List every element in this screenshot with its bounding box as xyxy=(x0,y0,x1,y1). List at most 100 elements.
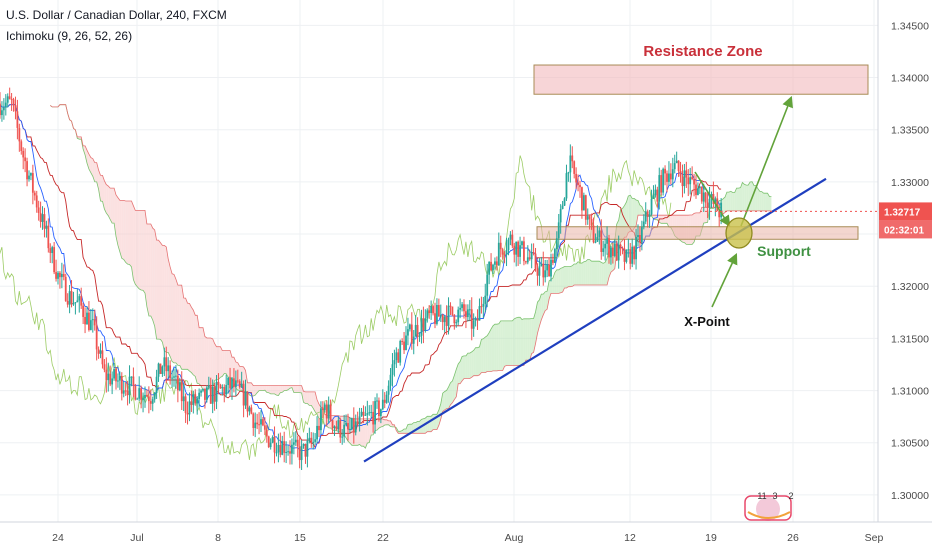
cloud-segment xyxy=(123,200,126,263)
cloud-segment xyxy=(313,391,316,412)
candle-body xyxy=(445,316,448,326)
candle-body xyxy=(209,385,212,404)
candle-body xyxy=(666,173,668,182)
cloud-segment xyxy=(224,350,227,374)
time-tick-label: 19 xyxy=(705,532,717,544)
cloud-segment xyxy=(512,318,515,366)
candle-body xyxy=(62,273,65,277)
candle-body xyxy=(439,314,442,317)
cloud-segment xyxy=(317,399,319,419)
candle-body xyxy=(613,243,616,256)
candle-body xyxy=(372,411,375,425)
candle-body xyxy=(171,377,173,379)
price-axis[interactable]: 1.345001.340001.335001.330001.325001.320… xyxy=(877,0,929,522)
cloud-segment xyxy=(365,418,368,449)
price-tick-label: 1.30000 xyxy=(891,490,929,502)
cloud-segment xyxy=(404,429,406,434)
cloud-segment xyxy=(199,327,202,386)
cloud-segment xyxy=(222,350,225,377)
candle-body xyxy=(654,189,657,196)
cloud-segment xyxy=(152,228,155,327)
tenkan-sen xyxy=(0,104,722,452)
candle-body xyxy=(619,244,622,249)
cloud-segment xyxy=(491,325,493,372)
candle-body xyxy=(706,202,709,208)
candle-body xyxy=(555,238,558,250)
candle-body xyxy=(430,306,433,314)
candle-body xyxy=(60,273,63,278)
candle-body xyxy=(59,272,61,278)
candle-body xyxy=(306,440,309,457)
cloud-segment xyxy=(510,320,513,366)
candle-body xyxy=(113,369,115,379)
candle-body xyxy=(360,411,363,417)
cloud-segment xyxy=(197,315,200,384)
candle-body xyxy=(656,189,659,202)
candle-body xyxy=(420,318,423,336)
cloud-segment xyxy=(208,338,211,388)
candle-body xyxy=(602,248,605,252)
cloud-segment xyxy=(110,188,113,224)
candle-body xyxy=(88,312,90,330)
candle-body xyxy=(318,425,320,431)
time-tick-label: Aug xyxy=(505,532,524,544)
cloud-segment xyxy=(531,318,534,354)
cloud-segment xyxy=(597,261,600,285)
cloud-segment xyxy=(100,175,103,202)
candle-body xyxy=(271,436,274,443)
candle-body xyxy=(343,424,346,437)
candle-body xyxy=(126,390,129,396)
candle-body xyxy=(136,398,139,400)
candle-body xyxy=(588,216,591,220)
candle-body xyxy=(629,249,632,264)
cloud-segment xyxy=(415,421,418,434)
cloud-segment xyxy=(79,136,82,140)
cloud-segment xyxy=(204,336,207,391)
indicator-legend[interactable]: Ichimoku (9, 26, 52, 26) xyxy=(6,29,133,43)
cloud-segment xyxy=(135,210,138,287)
candle-body xyxy=(254,422,257,428)
candle-body xyxy=(521,241,523,246)
candle-body xyxy=(22,150,25,158)
candle-body xyxy=(708,198,711,208)
candle-body xyxy=(350,418,353,430)
candle-body xyxy=(637,235,639,238)
candle-body xyxy=(447,305,450,326)
candle-body xyxy=(465,311,467,318)
time-tick-label: 12 xyxy=(624,532,636,544)
candle-body xyxy=(410,324,413,344)
resistance-zone-label: Resistance Zone xyxy=(643,43,762,60)
candle-body xyxy=(51,247,54,254)
candle-body xyxy=(466,309,469,318)
candle-body xyxy=(664,168,666,174)
candle-body xyxy=(105,369,108,381)
candle-body xyxy=(178,382,181,391)
candle-body xyxy=(416,324,419,337)
candle-body xyxy=(563,198,566,206)
candle-body xyxy=(221,387,224,389)
cloud-segment xyxy=(522,318,524,366)
candle-body xyxy=(173,376,175,378)
candle-body xyxy=(486,274,489,296)
candle-body xyxy=(298,446,301,461)
candle-body xyxy=(567,172,570,174)
candle-body xyxy=(501,249,504,255)
watermark-circle xyxy=(756,497,780,521)
candle-body xyxy=(509,234,512,240)
cloud-segment xyxy=(276,385,279,396)
cloud-segment xyxy=(665,215,667,224)
cloud-segment xyxy=(742,182,745,211)
candle-body xyxy=(623,248,626,262)
candle-body xyxy=(33,192,36,196)
candle-body xyxy=(449,305,452,307)
cloud-segment xyxy=(284,385,287,391)
candle-body xyxy=(291,444,293,454)
candle-body xyxy=(292,442,295,445)
candle-body xyxy=(198,392,201,399)
cloud-segment xyxy=(295,385,298,393)
cloud-segment xyxy=(725,192,727,213)
candle-body xyxy=(219,385,222,389)
cloud-segment xyxy=(668,215,671,228)
time-axis[interactable]: 24 Jul 8 15 22 Aug 12 19 26 Sep xyxy=(0,521,932,544)
